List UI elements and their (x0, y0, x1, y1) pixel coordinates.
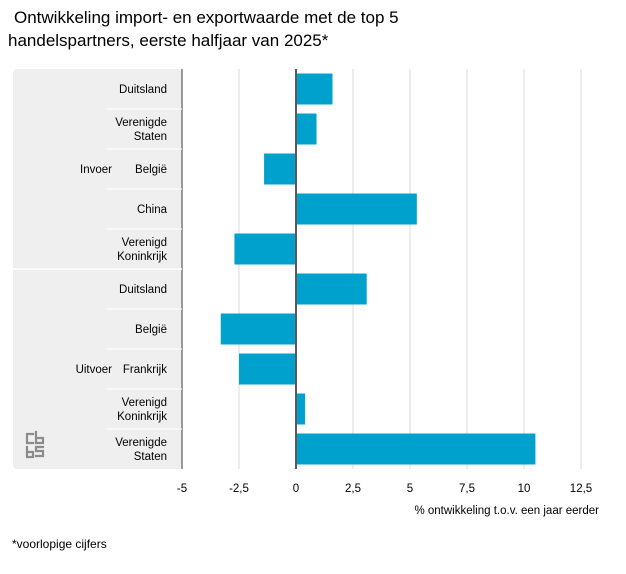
footnote: *voorlopige cijfers (12, 537, 107, 551)
category-label: België (135, 164, 167, 176)
category-label: Verenigde (115, 437, 167, 449)
x-tick-label: 7,5 (459, 483, 475, 495)
category-label: Koninkrijk (117, 251, 167, 263)
x-tick-label: 5 (407, 483, 413, 495)
category-label: Duitsland (119, 284, 167, 296)
bar (296, 193, 417, 225)
chart-title: Ontwikkeling import- en exportwaarde met… (8, 6, 618, 52)
bar (264, 153, 296, 185)
bar (220, 313, 296, 345)
category-label: Duitsland (119, 84, 167, 96)
category-label: Verenigd (122, 237, 167, 249)
category-label: Staten (134, 131, 167, 143)
category-label: Verenigde (115, 117, 167, 129)
bar (296, 273, 367, 305)
x-tick-label: -5 (177, 483, 187, 495)
x-tick-label: 12,5 (570, 483, 592, 495)
group-label: Uitvoer (76, 364, 113, 376)
x-axis-label: % ontwikkeling t.o.v. een jaar eerder (414, 505, 599, 517)
category-label: Koninkrijk (117, 411, 167, 423)
cbs-logo-icon (25, 430, 45, 459)
bar (239, 353, 296, 385)
category-label: Frankrijk (123, 364, 167, 376)
bar (296, 393, 306, 425)
x-tick-label: 0 (293, 483, 299, 495)
category-label: Staten (134, 451, 167, 463)
chart-title-line-1: Ontwikkeling import- en exportwaarde met… (14, 8, 399, 27)
group-label: Invoer (80, 164, 112, 176)
x-tick-label: 2,5 (345, 483, 361, 495)
bar (296, 113, 317, 145)
chart-title-line-2: handelspartners, eerste halfjaar van 202… (8, 31, 329, 50)
bar (296, 433, 536, 465)
bar (296, 73, 333, 105)
category-label: Verenigd (122, 397, 167, 409)
category-label: China (137, 204, 168, 216)
bar (234, 233, 296, 265)
x-tick-label: -2,5 (229, 483, 249, 495)
category-label: België (135, 324, 167, 336)
x-tick-label: 10 (518, 483, 531, 495)
